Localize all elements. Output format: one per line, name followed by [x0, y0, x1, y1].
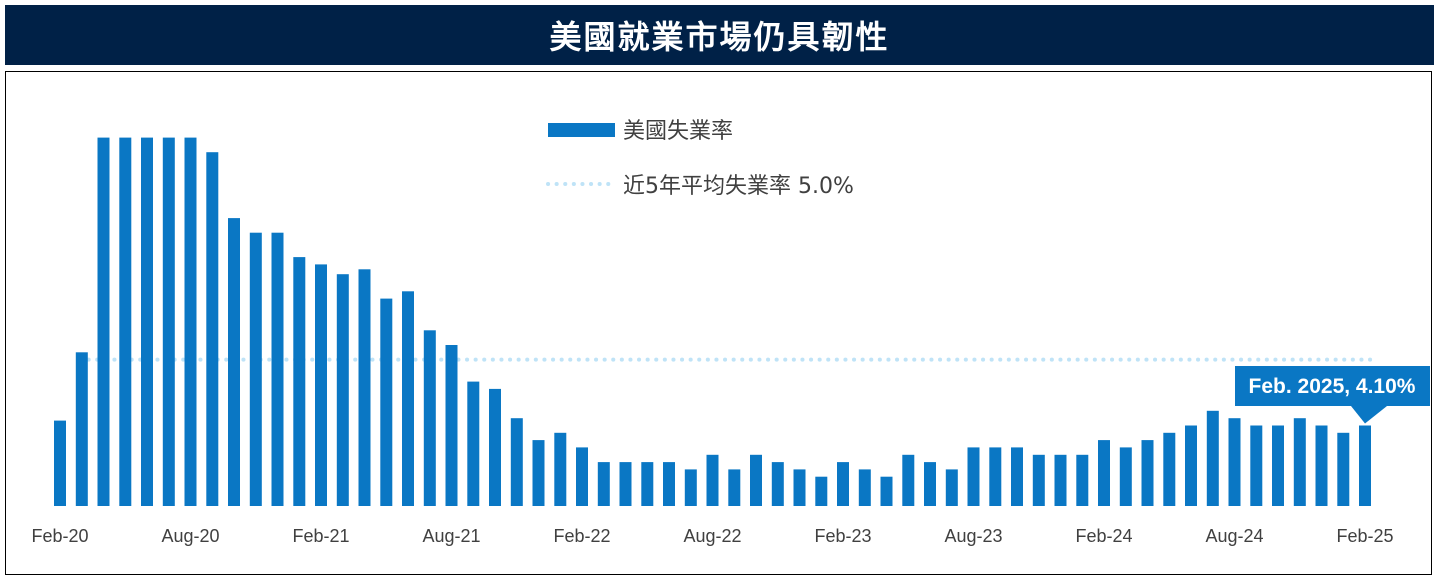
bar-jul-23: [945, 469, 958, 506]
bar-jun-22: [663, 462, 675, 506]
bar-jan-23: [815, 476, 828, 506]
bar-sep-24: [1250, 425, 1263, 506]
legend: 美國失業率 近5年平均失業率 5.0%: [546, 119, 854, 199]
bar-oct-20: [228, 218, 240, 506]
x-tick-aug-24: Aug-24: [1205, 526, 1263, 546]
latest-value-callout: Feb. 2025, 4.10%: [1235, 366, 1430, 424]
x-tick-feb-21: Feb-21: [292, 526, 349, 546]
bar-aug-23: [967, 447, 980, 506]
x-tick-aug-20: Aug-20: [161, 526, 219, 546]
bar-nov-22: [771, 462, 784, 506]
bar-feb-24: [1098, 440, 1110, 506]
bar-jan-24: [1076, 454, 1089, 506]
chart-title: 美國就業市場仍具韌性: [549, 18, 890, 56]
bar-jul-20: [162, 137, 175, 506]
legend-label-average: 近5年平均失業率 5.0%: [623, 174, 854, 199]
bar-mar-23: [858, 469, 871, 506]
bar-jun-24: [1185, 425, 1197, 506]
bar-mar-20: [75, 352, 88, 506]
bar-aug-21: [445, 345, 458, 506]
bar-jul-21: [423, 330, 436, 506]
bar-feb-25: [1359, 425, 1371, 506]
bar-jan-22: [554, 432, 567, 506]
bar-may-20: [119, 137, 132, 506]
bar-nov-20: [249, 232, 262, 506]
bar-jun-21: [402, 291, 414, 506]
title-bar: 美國就業市場仍具韌性: [5, 5, 1434, 65]
callout-label: Feb. 2025, 4.10%: [1249, 375, 1416, 398]
bar-feb-20: [54, 420, 66, 506]
bar-dec-24: [1315, 425, 1328, 506]
bar-oct-21: [489, 388, 501, 506]
bar-apr-23: [880, 476, 893, 506]
bar-nov-24: [1293, 418, 1306, 506]
bar-dec-22: [793, 469, 806, 506]
x-tick-feb-20: Feb-20: [31, 526, 88, 546]
bar-jul-22: [684, 469, 697, 506]
callout-pointer: [1351, 406, 1387, 424]
bar-feb-22: [576, 447, 588, 506]
x-tick-labels: Feb-20 Aug-20 Feb-21 Aug-21 Feb-22 Aug-22 Feb-…: [31, 526, 1393, 546]
bar-apr-22: [619, 462, 632, 506]
bar-sep-22: [728, 469, 741, 506]
bar-jul-24: [1206, 410, 1219, 506]
bar-jan-21: [293, 257, 306, 506]
chart-frame: Feb-20 Aug-20 Feb-21 Aug-21 Feb-22 Aug-22 Feb-…: [5, 71, 1432, 575]
bar-sep-20: [206, 152, 219, 506]
bar-may-24: [1163, 432, 1176, 506]
legend-label-unemployment: 美國失業率: [623, 119, 733, 144]
x-tick-aug-21: Aug-21: [422, 526, 480, 546]
bar-feb-23: [837, 462, 849, 506]
x-tick-feb-24: Feb-24: [1075, 526, 1132, 546]
bar-sep-23: [989, 447, 1002, 506]
bar-dec-21: [532, 440, 545, 506]
bar-oct-22: [750, 454, 762, 506]
x-tick-feb-25: Feb-25: [1336, 526, 1393, 546]
callout-box: [1235, 366, 1430, 406]
bar-may-23: [902, 454, 915, 506]
bar-dec-23: [1054, 454, 1067, 506]
bar-may-22: [641, 462, 654, 506]
bars-layer: [54, 137, 1371, 506]
bar-oct-24: [1272, 425, 1284, 506]
x-tick-feb-22: Feb-22: [553, 526, 610, 546]
bar-apr-20: [97, 137, 110, 506]
bar-nov-21: [510, 418, 523, 506]
bar-nov-23: [1032, 454, 1045, 506]
bar-jan-25: [1337, 432, 1350, 506]
x-tick-feb-23: Feb-23: [814, 526, 871, 546]
bar-feb-21: [315, 264, 327, 506]
x-tick-aug-22: Aug-22: [683, 526, 741, 546]
x-tick-aug-23: Aug-23: [944, 526, 1002, 546]
legend-swatch-unemployment: [548, 123, 615, 137]
bar-aug-24: [1228, 418, 1241, 506]
bar-may-21: [380, 298, 393, 506]
bar-sep-21: [467, 381, 480, 506]
bar-aug-22: [706, 454, 719, 506]
bar-jun-20: [141, 137, 153, 506]
bar-oct-23: [1011, 447, 1023, 506]
bar-chart: Feb-20 Aug-20 Feb-21 Aug-21 Feb-22 Aug-22 Feb-…: [31, 119, 1430, 546]
bar-mar-24: [1119, 447, 1132, 506]
bar-dec-20: [271, 232, 284, 506]
bar-apr-21: [358, 269, 371, 506]
bar-jun-23: [924, 462, 936, 506]
bar-aug-20: [184, 137, 197, 506]
bar-mar-22: [597, 462, 610, 506]
bar-mar-21: [336, 274, 349, 506]
bar-apr-24: [1141, 440, 1154, 506]
